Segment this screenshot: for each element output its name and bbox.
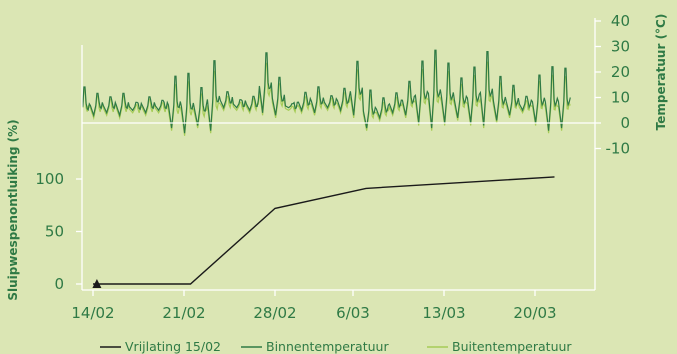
legend-label-outdoor: Buitentemperatuur — [452, 339, 572, 354]
series-line-outdoor-temperature — [82, 60, 571, 136]
axes — [81, 18, 596, 291]
y-right-tick-label: -10 — [606, 140, 631, 158]
y-right-tick-label: 20 — [611, 63, 630, 81]
x-tick-label: 6/03 — [336, 304, 370, 322]
legend-label-indoor: Binnentemperatuur — [266, 339, 389, 354]
x-tick-label: 14/02 — [71, 304, 114, 322]
y-left-tick-label: 50 — [45, 223, 64, 241]
series-line-indoor-temperature — [82, 49, 571, 134]
release-plot — [92, 176, 555, 288]
x-tick-label: 21/02 — [162, 304, 205, 322]
y-right-axis-label: Temperatuur (°C) — [654, 14, 668, 131]
legend: Vrijlating 15/02 Binnentemperatuur Buite… — [100, 339, 572, 354]
series-line-release — [93, 176, 555, 285]
temperature-plot — [82, 49, 571, 136]
y-left-tick-label: 100 — [35, 170, 64, 188]
y-left-axis-label: Sluipwespenontluiking (%) — [6, 119, 20, 300]
y-right-tick-label: 10 — [611, 89, 630, 107]
x-tick-label: 28/02 — [253, 304, 296, 322]
release-marker — [92, 279, 102, 288]
legend-label-release: Vrijlating 15/02 — [125, 339, 221, 354]
tick-labels: 14/02 21/02 28/02 6/03 13/03 20/0305010040302… — [35, 12, 630, 322]
y-left-tick-label: 0 — [54, 275, 64, 293]
y-right-tick-label: 0 — [620, 114, 630, 132]
x-tick-label: 13/03 — [422, 304, 465, 322]
y-right-tick-label: 30 — [611, 38, 630, 56]
y-right-tick-label: 40 — [611, 12, 630, 30]
x-tick-label: 20/03 — [513, 304, 556, 322]
